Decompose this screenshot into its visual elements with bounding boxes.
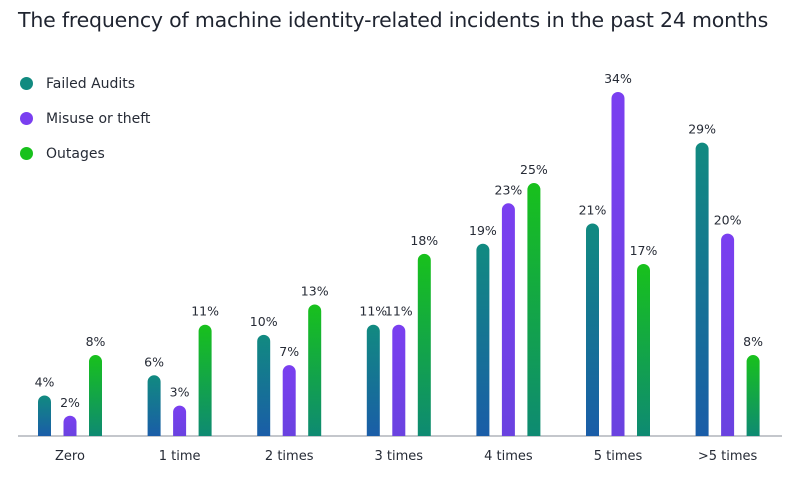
bar-outages-zero <box>89 355 102 436</box>
value-label-misuse-or-theft-2-times: 7% <box>279 344 299 359</box>
bar-misuse-or-theft-5-times <box>721 233 735 436</box>
category-label-5-times: >5 times <box>698 449 758 464</box>
value-label-failed-audits-5-times: 29% <box>688 122 716 137</box>
bar-misuse-or-theft-3-times <box>392 324 406 436</box>
value-label-misuse-or-theft-1-time: 3% <box>170 385 190 400</box>
bar-misuse-or-theft-2-times <box>282 365 296 436</box>
value-label-failed-audits-zero: 4% <box>35 375 55 390</box>
legend-swatch-failed-audits <box>20 77 33 90</box>
value-label-failed-audits-3-times: 11% <box>359 304 387 319</box>
bar-misuse-or-theft-1-time <box>173 405 187 436</box>
category-label-4-times: 4 times <box>484 449 533 464</box>
value-label-outages-zero: 8% <box>86 334 106 349</box>
bar-outages-1-time <box>198 324 212 436</box>
bar-outages-3-times <box>417 253 431 436</box>
bar-misuse-or-theft-zero <box>63 415 77 436</box>
legend-label-failed-audits: Failed Audits <box>46 75 136 92</box>
legend-swatch-misuse-or-theft <box>20 112 33 125</box>
chart-title: The frequency of machine identity-relate… <box>18 8 769 32</box>
legend-swatch-outages <box>20 147 33 160</box>
value-label-outages-3-times: 18% <box>410 233 438 248</box>
value-label-misuse-or-theft-5-times: 34% <box>604 71 632 86</box>
bar-failed-audits-5-times <box>695 142 709 436</box>
category-label-5-times: 5 times <box>594 449 643 464</box>
bar-outages-5-times <box>637 264 650 436</box>
category-label-1-time: 1 time <box>159 449 201 464</box>
bar-outages-5-times <box>746 355 760 436</box>
legend-item-misuse-or-theft: Misuse or theft <box>20 101 150 136</box>
bar-failed-audits-1-time <box>147 375 161 436</box>
value-label-outages-4-times: 25% <box>520 162 548 177</box>
category-label-zero: Zero <box>55 449 85 464</box>
value-label-failed-audits-1-time: 6% <box>144 354 164 369</box>
bar-failed-audits-2-times <box>257 334 271 436</box>
value-labels-layer: 4%2%8%6%3%11%10%7%13%11%11%18%19%23%25%2… <box>35 71 764 410</box>
bar-failed-audits-4-times <box>476 243 490 436</box>
bar-failed-audits-3-times <box>366 324 380 436</box>
legend-label-misuse-or-theft: Misuse or theft <box>46 110 151 127</box>
value-label-outages-5-times: 17% <box>630 243 658 258</box>
value-label-outages-5-times: 8% <box>743 334 763 349</box>
bar-outages-2-times <box>308 304 322 436</box>
bar-failed-audits-5-times <box>586 223 599 436</box>
bar-misuse-or-theft-4-times <box>501 203 515 436</box>
value-label-failed-audits-5-times: 21% <box>579 203 607 218</box>
category-labels-layer: Zero 1 time 2 times 3 times 4 times 5 times >5… <box>55 449 758 464</box>
bar-outages-4-times <box>527 183 541 436</box>
value-label-misuse-or-theft-3-times: 11% <box>385 304 413 319</box>
value-label-misuse-or-theft-5-times: 20% <box>714 213 742 228</box>
legend: Failed Audits Misuse or theft Outages <box>20 66 150 171</box>
value-label-failed-audits-4-times: 19% <box>469 223 497 238</box>
legend-label-outages: Outages <box>46 145 105 162</box>
legend-item-outages: Outages <box>20 136 150 171</box>
value-label-misuse-or-theft-zero: 2% <box>60 395 80 410</box>
value-label-failed-audits-2-times: 10% <box>250 314 278 329</box>
value-label-outages-2-times: 13% <box>301 283 329 298</box>
category-label-3-times: 3 times <box>375 449 424 464</box>
value-label-misuse-or-theft-4-times: 23% <box>495 182 523 197</box>
value-label-outages-1-time: 11% <box>191 304 219 319</box>
bar-failed-audits-zero <box>38 395 51 436</box>
legend-item-failed-audits: Failed Audits <box>20 66 150 101</box>
category-label-2-times: 2 times <box>265 449 314 464</box>
bar-misuse-or-theft-5-times <box>611 92 625 436</box>
bars-layer <box>38 92 760 436</box>
